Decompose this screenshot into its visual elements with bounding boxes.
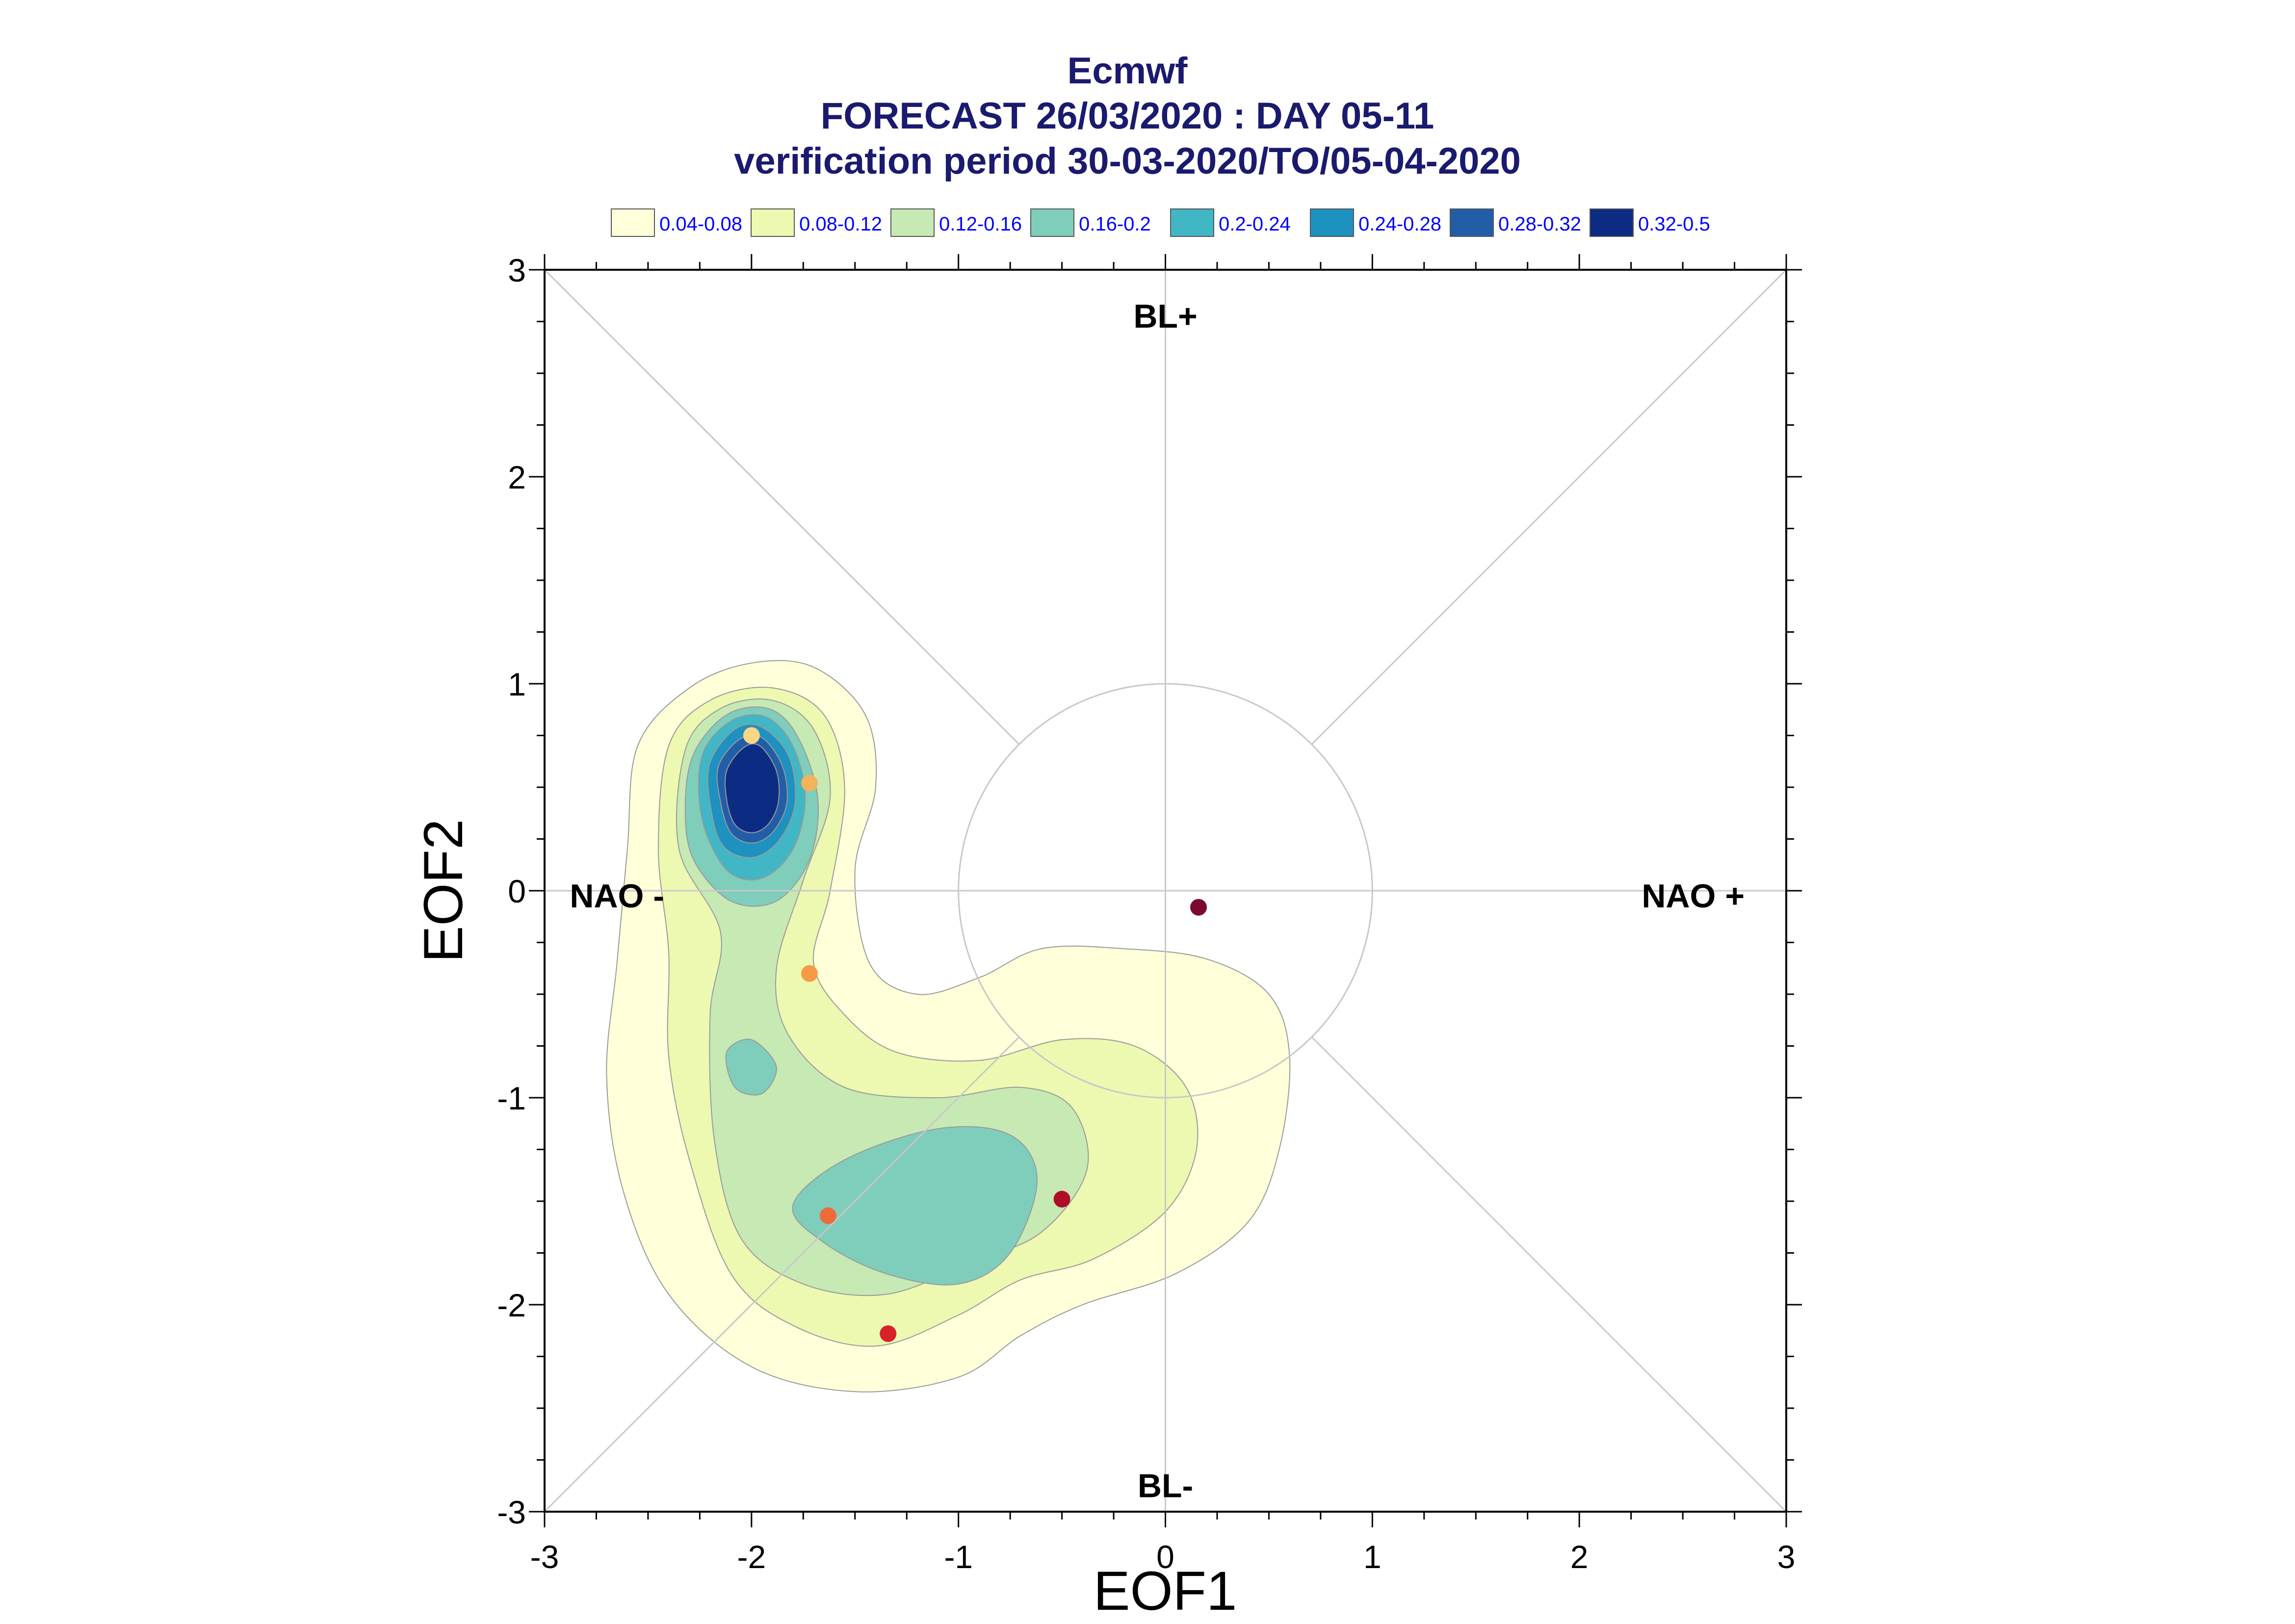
member-point xyxy=(801,965,818,982)
density-contours xyxy=(606,660,1291,1392)
forecast-line: FORECAST 26/03/2020 : DAY 05-11 xyxy=(821,95,1434,137)
regime-guides xyxy=(544,269,1787,1513)
nao-minus-label: NAO - xyxy=(570,877,664,915)
x-axis-title: EOF1 xyxy=(1094,1560,1237,1622)
member-points xyxy=(743,727,1207,1342)
legend-swatch xyxy=(751,208,795,237)
contour-0.16-0.2-1 xyxy=(725,1038,777,1096)
diagonal-guide-line xyxy=(1311,1036,1787,1513)
member-point xyxy=(819,1207,836,1224)
unit-circle xyxy=(958,683,1373,1099)
y-axis-title: EOF2 xyxy=(413,819,474,963)
nao-plus-label: NAO + xyxy=(1642,877,1745,915)
legend-label: 0.08-0.12 xyxy=(799,213,882,235)
x-tick-label: -3 xyxy=(530,1539,559,1575)
x-tick-label: 1 xyxy=(1363,1539,1382,1575)
contour-0.32-0.5-0 xyxy=(725,743,780,833)
legend-label: 0.32-0.5 xyxy=(1638,213,1710,235)
legend-swatch xyxy=(1590,208,1634,237)
diagonal-guide-line xyxy=(544,269,1020,745)
legend-swatch xyxy=(1310,208,1354,237)
verification-period-line: verification period 30-03-2020/TO/05-04-… xyxy=(734,140,1521,182)
x-tick-label: 0 xyxy=(1156,1539,1174,1575)
legend-label: 0.2-0.24 xyxy=(1219,213,1291,235)
diagonal-guide-line xyxy=(544,1036,1020,1513)
regime-labels: BL+ BL- NAO - NAO + xyxy=(570,298,1745,1504)
x-tick-label: -2 xyxy=(737,1539,766,1575)
legend-swatch xyxy=(890,208,935,237)
member-point xyxy=(743,727,760,744)
legend-label: 0.16-0.2 xyxy=(1079,213,1151,235)
y-tick-label: 1 xyxy=(508,666,526,702)
legend-swatch xyxy=(1030,208,1074,237)
y-tick-label: 0 xyxy=(508,873,526,909)
bl-plus-label: BL+ xyxy=(1133,298,1197,335)
member-point xyxy=(1190,899,1207,916)
x-tick-label: -1 xyxy=(944,1539,973,1575)
legend-label: 0.12-0.16 xyxy=(939,213,1022,235)
legend-label: 0.24-0.28 xyxy=(1358,213,1441,235)
y-tick-label: -3 xyxy=(497,1494,526,1530)
bl-minus-label: BL- xyxy=(1138,1467,1193,1504)
legend: 0.04-0.08 0.08-0.12 0.12-0.16 0.16-0.2 0.2-0… xyxy=(611,208,1710,237)
y-tick-label: -2 xyxy=(497,1287,526,1323)
y-tick-label: -1 xyxy=(497,1080,526,1116)
contour-0.16-0.2-2 xyxy=(792,1126,1038,1286)
legend-swatch xyxy=(1450,208,1494,237)
chart-title: Ecmwf xyxy=(1068,50,1188,92)
x-tick-label: 3 xyxy=(1777,1539,1796,1575)
chart-header: Ecmwf FORECAST 26/03/2020 : DAY 05-11 ve… xyxy=(734,50,1521,182)
member-point xyxy=(880,1325,897,1342)
member-point xyxy=(1053,1190,1070,1208)
legend-label: 0.04-0.08 xyxy=(659,213,742,235)
legend-swatch xyxy=(611,208,655,237)
diagonal-guide-line xyxy=(1311,269,1787,745)
axes: -3 -2 -1 0 1 2 3 -3 -2 -1 0 1 2 3 xyxy=(497,252,1802,1575)
legend-swatch xyxy=(1170,208,1214,237)
legend-label: 0.28-0.32 xyxy=(1498,213,1581,235)
x-tick-label: 2 xyxy=(1570,1539,1589,1575)
member-point xyxy=(801,774,818,792)
plot-area: BL+ BL- NAO - NAO + -3 -2 -1 0 1 2 3 -3 -2 -1 0 1 2 3 xyxy=(497,252,1802,1575)
y-tick-label: 3 xyxy=(508,252,526,288)
y-tick-label: 2 xyxy=(508,459,526,495)
